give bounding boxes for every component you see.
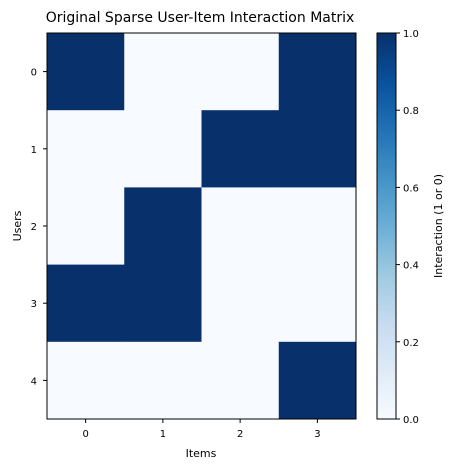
y-tick-label: 3 [31, 299, 37, 310]
colorbar-label: Interaction (1 or 0) [432, 174, 445, 278]
heatmap-cell [201, 264, 280, 343]
y-axis-ticks: 0 1 2 3 4 [31, 68, 47, 387]
heatmap-cell [124, 341, 202, 420]
heatmap-cell [201, 187, 280, 266]
heatmap-cell [278, 187, 357, 266]
heatmap-cell [278, 33, 357, 111]
colorbar-tick-label: 1.0 [403, 29, 419, 40]
heatmap-cell [124, 33, 202, 111]
x-tick-label: 2 [237, 429, 243, 440]
y-tick-label: 2 [31, 222, 37, 233]
heatmap-cell [47, 341, 125, 420]
x-axis-ticks: 0 1 2 3 [82, 419, 321, 440]
y-axis-label: Users [11, 210, 24, 241]
heatmap-cell [278, 341, 357, 420]
heatmap-cells [47, 33, 357, 420]
heatmap-cell [47, 33, 125, 111]
y-tick-label: 1 [31, 145, 37, 156]
x-axis-label: Items [186, 447, 217, 460]
heatmap-cell [124, 264, 202, 343]
heatmap-cell [201, 341, 280, 420]
colorbar-tick-label: 0.2 [403, 338, 419, 349]
heatmap-cell [124, 110, 202, 188]
colorbar [376, 32, 397, 420]
heatmap-cell [201, 33, 280, 111]
heatmap-cell [201, 110, 280, 188]
x-tick-label: 3 [314, 429, 320, 440]
heatmap-cell [278, 110, 357, 188]
chart-title: Original Sparse User-Item Interaction Ma… [46, 10, 355, 26]
y-tick-label: 0 [31, 68, 37, 79]
heatmap-cell [47, 264, 125, 343]
colorbar-tick-label: 0.4 [403, 261, 419, 272]
colorbar-tick-label: 0.6 [403, 183, 419, 194]
x-tick-label: 1 [160, 429, 166, 440]
colorbar-tick-label: 0.8 [403, 106, 419, 117]
x-tick-label: 0 [82, 429, 88, 440]
heatmap-cell [278, 264, 357, 343]
y-tick-label: 4 [31, 376, 37, 387]
heatmap-cell [47, 110, 125, 188]
colorbar-tick-label: 0.0 [403, 415, 419, 426]
heatmap-cell [124, 187, 202, 266]
heatmap-cell [47, 187, 125, 266]
colorbar-ticks: 0.0 0.2 0.4 0.6 0.8 1.0 [396, 29, 419, 426]
